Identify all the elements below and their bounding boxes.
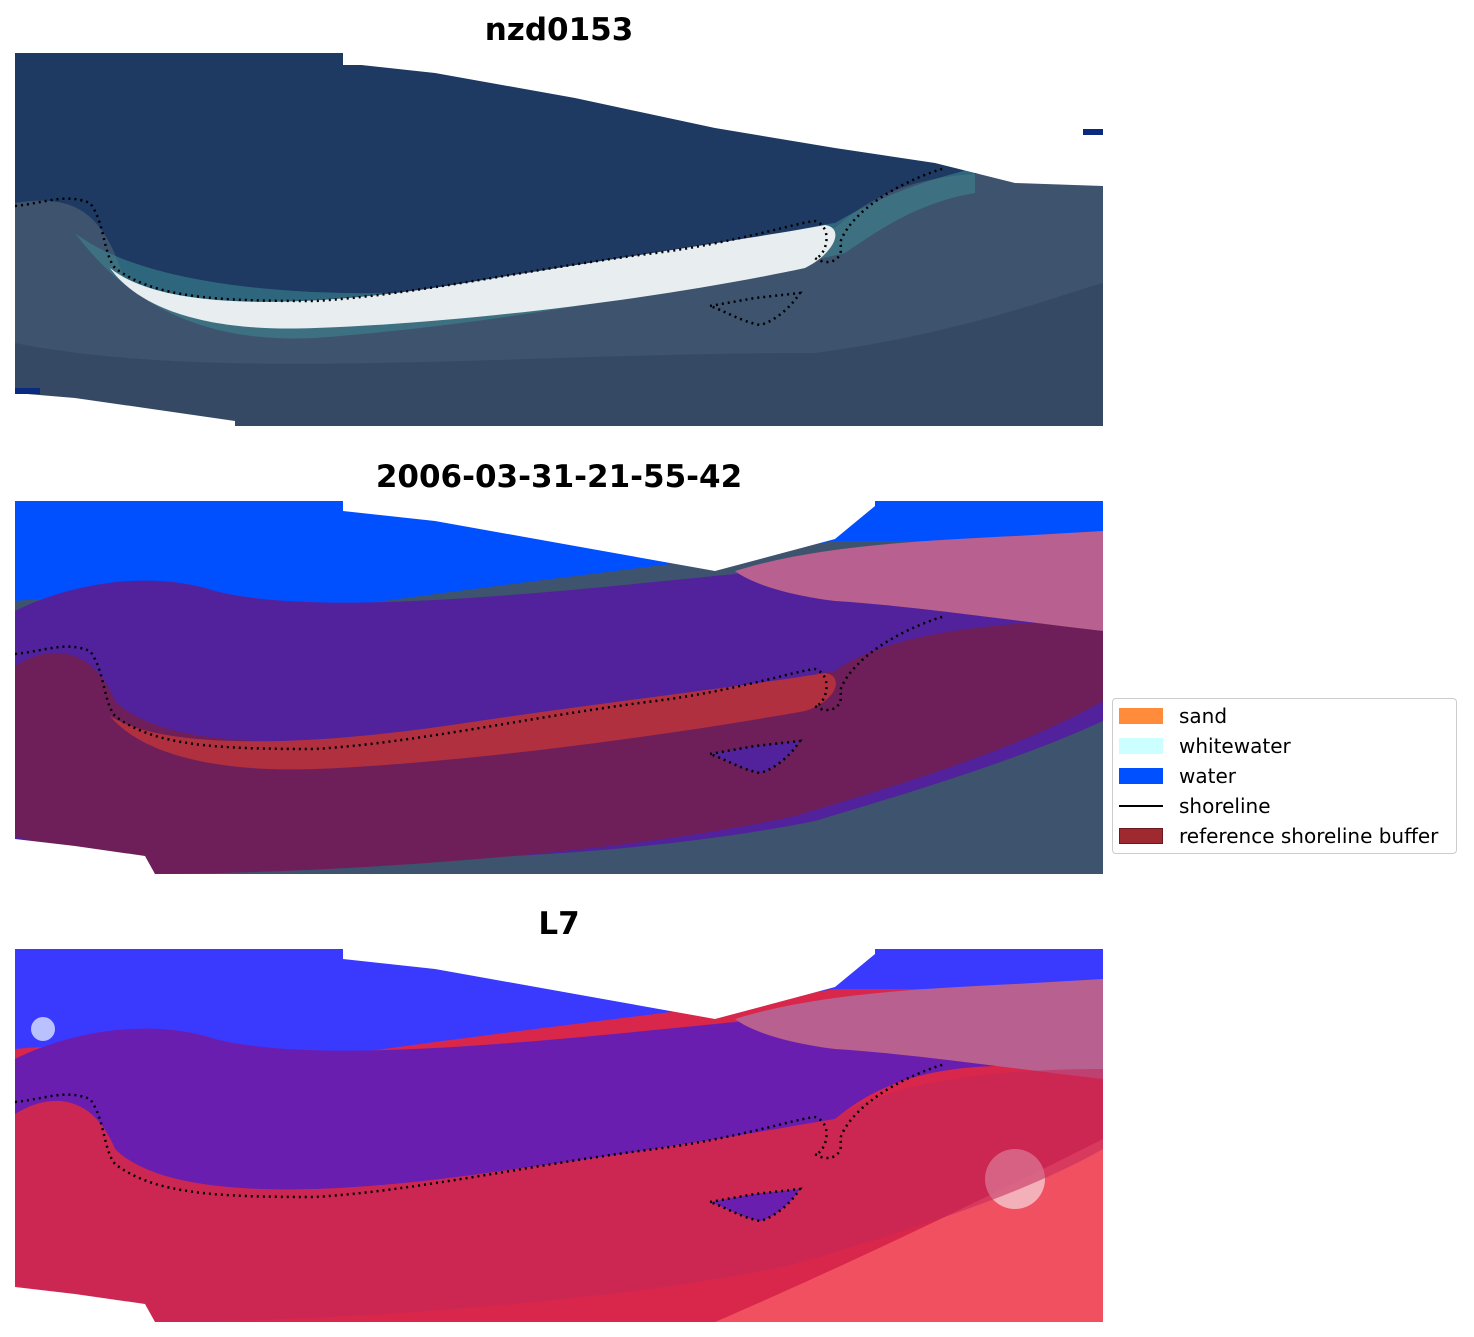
legend-item-water: water xyxy=(1119,763,1236,789)
sand-swatch-icon xyxy=(1119,708,1163,724)
buffer-swatch-icon xyxy=(1119,828,1163,844)
classified-image xyxy=(15,501,1103,874)
panel-title-classified: 2006-03-31-21-55-42 xyxy=(375,459,743,495)
panel-title-mndwi: L7 xyxy=(538,906,580,942)
legend-label: water xyxy=(1179,764,1236,788)
rgb-image xyxy=(15,53,1103,426)
shoreline-line-icon xyxy=(1119,805,1163,807)
panel-title-rgb: nzd0153 xyxy=(484,12,634,48)
whitewater-swatch-icon xyxy=(1119,738,1163,754)
shoreline-path-rgb xyxy=(15,166,946,303)
mndwi-image xyxy=(15,949,1103,1322)
classified-image-panel xyxy=(15,501,1103,874)
shoreline-path-classified xyxy=(15,614,946,751)
mndwi-image-panel xyxy=(15,949,1103,1322)
legend-label: reference shoreline buffer xyxy=(1179,824,1439,848)
legend-item-shoreline: shoreline xyxy=(1119,793,1271,819)
legend-item-reference-buffer: reference shoreline buffer xyxy=(1119,823,1438,849)
legend-label: shoreline xyxy=(1179,794,1271,818)
legend-label: sand xyxy=(1179,704,1228,728)
water-swatch-icon xyxy=(1119,768,1163,784)
rgb-image-panel xyxy=(15,53,1103,426)
legend-item-whitewater: whitewater xyxy=(1119,733,1291,759)
legend-item-sand: sand xyxy=(1119,703,1227,729)
shoreline-path-mndwi xyxy=(15,1062,946,1199)
legend-label: whitewater xyxy=(1179,734,1291,758)
legend: sand whitewater water shoreline referenc… xyxy=(1112,698,1457,854)
